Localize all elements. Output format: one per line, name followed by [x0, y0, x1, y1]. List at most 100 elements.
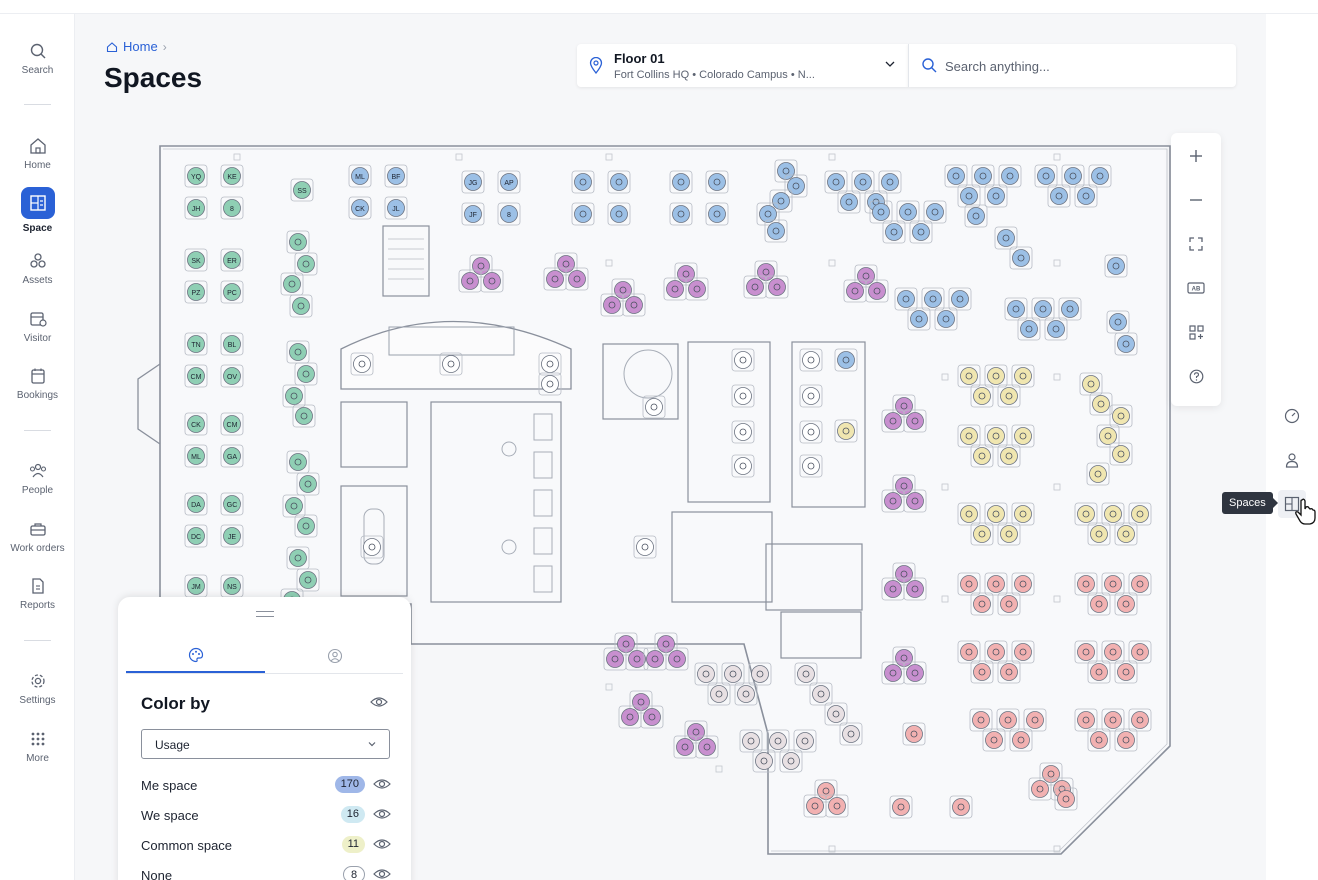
- desk-seat[interactable]: [618, 705, 642, 729]
- desk-seat[interactable]: [280, 272, 304, 296]
- desk-seat[interactable]: SK: [184, 248, 208, 272]
- desk-seat[interactable]: ML: [348, 164, 372, 188]
- nav-reports[interactable]: Reports: [0, 576, 75, 611]
- desk-seat[interactable]: [1011, 572, 1035, 596]
- desk-seat[interactable]: [996, 708, 1020, 732]
- desk-seat[interactable]: DC: [184, 524, 208, 548]
- desk-seat[interactable]: [603, 647, 627, 671]
- desk-seat[interactable]: [1034, 164, 1058, 188]
- desk-seat[interactable]: [282, 384, 306, 408]
- desk-seat[interactable]: [286, 450, 310, 474]
- desk-seat[interactable]: [600, 293, 624, 317]
- desk-seat[interactable]: [734, 682, 758, 706]
- desk-seat[interactable]: [1074, 572, 1098, 596]
- desk-seat[interactable]: [643, 647, 667, 671]
- breadcrumb-home-link[interactable]: Home: [123, 39, 158, 54]
- desk-seat[interactable]: [1031, 297, 1055, 321]
- desk-seat[interactable]: YQ: [184, 164, 208, 188]
- desk-seat[interactable]: [538, 372, 562, 396]
- desk-seat[interactable]: [350, 352, 374, 376]
- desk-seat[interactable]: [731, 348, 755, 372]
- desk-seat[interactable]: [957, 640, 981, 664]
- desk-seat[interactable]: [903, 577, 927, 601]
- desk-seat[interactable]: JE: [220, 524, 244, 548]
- desk-seat[interactable]: [669, 202, 693, 226]
- desk-seat[interactable]: [1114, 332, 1138, 356]
- desk-seat[interactable]: [869, 200, 893, 224]
- floor-plan-map[interactable]: YQ KE JH 8 SK ER PZ PC TN BL CM OV CK CM ML GA DA GC DC JE J…: [76, 134, 1266, 880]
- desk-seat[interactable]: [1114, 522, 1138, 546]
- desk-seat[interactable]: [731, 420, 755, 444]
- desk-seat[interactable]: [970, 522, 994, 546]
- desk-seat[interactable]: CK: [348, 196, 372, 220]
- desk-seat[interactable]: TN: [184, 332, 208, 356]
- desk-seat[interactable]: [756, 202, 780, 226]
- desk-seat[interactable]: OV: [220, 364, 244, 388]
- desk-seat[interactable]: CK: [184, 412, 208, 436]
- zoom-in-button[interactable]: [1171, 136, 1221, 176]
- search-input[interactable]: [945, 55, 1225, 77]
- desk-seat[interactable]: [964, 204, 988, 228]
- desk-seat[interactable]: [882, 220, 906, 244]
- desk-seat[interactable]: [971, 164, 995, 188]
- nav-bookings[interactable]: Bookings: [0, 366, 75, 401]
- desk-seat[interactable]: [663, 277, 687, 301]
- desk-seat[interactable]: [765, 275, 789, 299]
- desk-seat[interactable]: [286, 546, 310, 570]
- desk-seat[interactable]: [640, 705, 664, 729]
- desk-seat[interactable]: 8: [497, 202, 521, 226]
- desk-seat[interactable]: NS: [220, 574, 244, 598]
- desk-seat[interactable]: [903, 489, 927, 513]
- desk-seat[interactable]: JF: [461, 202, 485, 226]
- desk-seat[interactable]: [1009, 728, 1033, 752]
- desk-seat[interactable]: [779, 749, 803, 773]
- desk-seat[interactable]: [799, 384, 823, 408]
- desk-seat[interactable]: [1128, 708, 1152, 732]
- desk-seat[interactable]: [907, 307, 931, 331]
- desk-seat[interactable]: [731, 454, 755, 478]
- desk-seat[interactable]: [294, 252, 318, 276]
- desk-seat[interactable]: [1054, 787, 1078, 811]
- nav-more[interactable]: More: [0, 729, 75, 764]
- desk-seat[interactable]: BF: [384, 164, 408, 188]
- tab-color-palette[interactable]: [126, 639, 265, 673]
- desk-seat[interactable]: 8: [220, 196, 244, 220]
- desk-seat[interactable]: [902, 722, 926, 746]
- desk-seat[interactable]: [894, 287, 918, 311]
- desk-seat[interactable]: [642, 395, 666, 419]
- desk-seat[interactable]: [739, 729, 763, 753]
- desk-seat[interactable]: [824, 170, 848, 194]
- desk-seat[interactable]: [766, 729, 790, 753]
- desk-seat[interactable]: [1087, 522, 1111, 546]
- desk-seat[interactable]: [1086, 462, 1110, 486]
- desk-seat[interactable]: [607, 170, 631, 194]
- nav-search[interactable]: Search: [0, 41, 75, 76]
- desk-seat[interactable]: [948, 287, 972, 311]
- desk-seat[interactable]: [793, 729, 817, 753]
- desk-seat[interactable]: DA: [184, 492, 208, 516]
- desk-seat[interactable]: GC: [220, 492, 244, 516]
- nav-people[interactable]: People: [0, 461, 75, 496]
- desk-seat[interactable]: [896, 200, 920, 224]
- eye-icon[interactable]: [370, 695, 388, 709]
- desk-seat[interactable]: [934, 307, 958, 331]
- desk-seat[interactable]: [957, 424, 981, 448]
- desk-seat[interactable]: [607, 202, 631, 226]
- desk-seat[interactable]: [622, 293, 646, 317]
- desk-seat[interactable]: [1011, 502, 1035, 526]
- desk-seat[interactable]: [1128, 640, 1152, 664]
- desk-seat[interactable]: [748, 662, 772, 686]
- desk-seat[interactable]: [1017, 317, 1041, 341]
- desk-seat[interactable]: [921, 287, 945, 311]
- eye-icon[interactable]: [373, 807, 391, 821]
- desk-seat[interactable]: [1101, 708, 1125, 732]
- desk-seat[interactable]: [903, 661, 927, 685]
- desk-seat[interactable]: [1011, 364, 1035, 388]
- desk-seat[interactable]: [969, 708, 993, 732]
- desk-seat[interactable]: [794, 662, 818, 686]
- desk-seat[interactable]: [809, 682, 833, 706]
- desk-seat[interactable]: [1023, 708, 1047, 732]
- desk-seat[interactable]: ER: [220, 248, 244, 272]
- desk-seat[interactable]: [538, 352, 562, 376]
- desk-seat[interactable]: [799, 348, 823, 372]
